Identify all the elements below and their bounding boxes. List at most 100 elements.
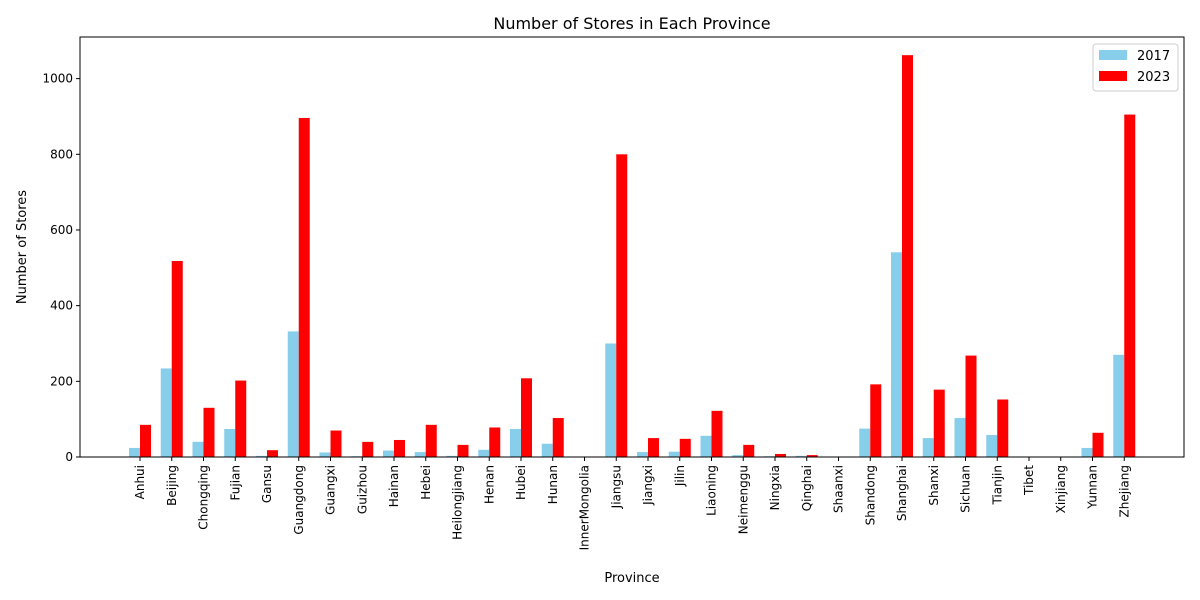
x-tick-label: Guangdong — [292, 465, 306, 535]
bar-2023-hebei — [425, 424, 437, 457]
bar-2017-shanghai — [891, 252, 902, 457]
x-tick-label: Gansu — [260, 465, 274, 503]
x-tick-label: Henan — [482, 465, 496, 504]
x-tick-label: Fujian — [228, 465, 242, 500]
x-tick-label: Shanxi — [927, 465, 941, 506]
bar-2017-neimenggu — [732, 455, 744, 457]
y-tick-label: 0 — [65, 450, 73, 464]
x-axis-label: Province — [604, 571, 659, 586]
bar-2017-shanxi — [922, 438, 934, 457]
x-tick-label: Guangxi — [324, 465, 338, 515]
plot-frame — [79, 36, 1185, 458]
bar-2017-hainan — [383, 450, 394, 457]
x-tick-label: Anhui — [133, 465, 147, 499]
bar-2023-hainan — [394, 439, 405, 457]
bars-group — [129, 55, 1136, 458]
x-tick-label: Sichuan — [959, 465, 973, 513]
x-tick-label: Hebei — [419, 465, 433, 500]
bar-2023-shandong — [870, 384, 882, 457]
y-tick-label: 400 — [50, 299, 73, 313]
bar-2023-hubei — [521, 378, 532, 457]
legend-swatch-2023 — [1099, 71, 1127, 81]
bar-2017-liaoning — [700, 435, 712, 457]
bar-2023-anhui — [140, 424, 151, 457]
bar-2023-yunnan — [1092, 432, 1104, 457]
y-tick-label: 800 — [50, 147, 73, 161]
bar-2017-beijing — [160, 368, 172, 457]
bar-2017-guangdong — [287, 331, 299, 457]
bar-2017-jiangsu — [605, 343, 617, 457]
legend-swatch-2017 — [1099, 50, 1127, 60]
bar-2017-yunnan — [1081, 447, 1093, 457]
x-tick-label: Qinghai — [800, 465, 814, 511]
x-tick-label: Liaoning — [705, 465, 719, 516]
x-tick-label: Shanghai — [895, 465, 909, 521]
x-tick-label: Zhejiang — [1117, 465, 1131, 517]
x-tick-label: Yunnan — [1086, 465, 1100, 510]
bar-2023-heilongjiang — [457, 444, 469, 457]
bar-2017-chongqing — [192, 441, 204, 457]
bar-2017-sichuan — [954, 418, 966, 457]
bar-2017-tianjin — [986, 435, 998, 457]
x-tick-label: Ningxia — [768, 465, 782, 510]
bar-2023-zhejiang — [1124, 114, 1136, 457]
bar-2023-jiangxi — [648, 438, 659, 457]
bar-2023-neimenggu — [743, 444, 755, 457]
y-tick-label: 600 — [50, 223, 73, 237]
bar-2023-guizhou — [362, 441, 374, 457]
legend-label-2017: 2017 — [1137, 49, 1170, 64]
bar-2017-gansu — [256, 455, 267, 457]
bar-2023-ningxia — [775, 453, 786, 457]
bar-2023-shanxi — [933, 389, 945, 457]
x-tick-label: Hubei — [514, 465, 528, 500]
bar-2017-zhejiang — [1113, 354, 1125, 457]
bar-2023-tianjin — [997, 399, 1009, 457]
x-tick-label: Tianjin — [990, 465, 1004, 506]
bar-2023-henan — [489, 427, 501, 457]
bar-2017-guangxi — [319, 452, 331, 457]
bar-2023-beijing — [171, 261, 183, 457]
bar-2017-jilin — [668, 451, 680, 457]
y-tick-label: 1000 — [42, 72, 73, 86]
legend: 2017 2023 — [1092, 43, 1179, 92]
x-tick-label: Heilongjiang — [451, 465, 465, 540]
bar-2017-qinghai — [795, 455, 807, 457]
bar-2023-fujian — [235, 380, 247, 457]
y-tick-label: 200 — [50, 374, 73, 388]
x-tick-label: Neimenggu — [736, 465, 750, 534]
bar-2017-anhui — [129, 447, 140, 457]
bar-2023-guangdong — [298, 117, 310, 458]
bar-2023-chongqing — [203, 407, 215, 457]
x-tick-label: Jilin — [673, 465, 687, 487]
x-tick-label: Chongqing — [197, 465, 211, 530]
bar-2017-shandong — [859, 428, 871, 457]
bar-2017-fujian — [224, 429, 236, 457]
bar-2017-hebei — [414, 452, 426, 457]
bar-2023-jilin — [679, 438, 691, 457]
x-tick-label: Shaanxi — [832, 465, 846, 513]
y-axis-label: Number of Stores — [15, 190, 30, 304]
bar-2017-heilongjiang — [446, 455, 458, 457]
bar-2017-jiangxi — [637, 452, 648, 457]
chart-title: Number of Stores in Each Province — [493, 14, 770, 33]
bar-2023-liaoning — [711, 410, 723, 457]
x-tick-label: Shandong — [863, 465, 877, 525]
x-tick-label: InnerMongolia — [578, 465, 592, 550]
x-tick-label: Jiangsu — [609, 465, 623, 509]
bar-2023-jiangsu — [616, 154, 628, 457]
y-axis: 0 200 400 600 800 1000 — [42, 72, 80, 464]
bar-2017-hubei — [510, 429, 521, 457]
bar-2023-guangxi — [330, 430, 342, 457]
legend-label-2023: 2023 — [1137, 70, 1170, 85]
bar-2017-hunan — [541, 443, 553, 457]
bar-2017-henan — [478, 449, 490, 457]
bar-2023-sichuan — [965, 355, 977, 457]
x-tick-label: Jiangxi — [641, 465, 655, 506]
x-tick-label: Hunan — [546, 465, 560, 504]
bar-2023-hunan — [552, 418, 564, 457]
x-tick-label: Beijing — [165, 465, 179, 506]
bar-2023-shanghai — [902, 55, 913, 457]
x-tick-label: Xinjiang — [1054, 465, 1068, 513]
x-axis: Anhui Beijing Chongqing Fujian Gansu Guangdon… — [133, 457, 1131, 550]
